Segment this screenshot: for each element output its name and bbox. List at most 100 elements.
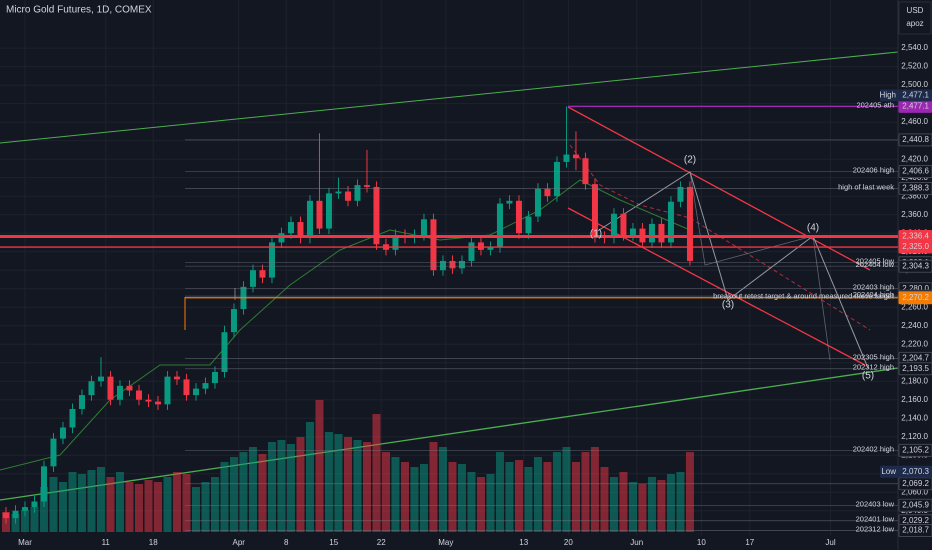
volume-bar bbox=[343, 437, 352, 532]
candle-body bbox=[154, 401, 161, 405]
volume-bar bbox=[419, 464, 428, 532]
candle-body bbox=[88, 381, 95, 396]
candle-body bbox=[50, 438, 57, 467]
volume-bar bbox=[296, 437, 305, 532]
candle-body bbox=[31, 501, 38, 508]
volume-bar bbox=[163, 477, 172, 532]
x-tick-label: 8 bbox=[284, 538, 289, 547]
volume-bar bbox=[134, 484, 143, 532]
volume-bar bbox=[391, 457, 400, 532]
wave-path bbox=[595, 171, 869, 369]
level-note: high of last week bbox=[838, 182, 894, 191]
y-tick-label: 2,140.0 bbox=[901, 413, 928, 422]
volume-bar bbox=[533, 457, 542, 532]
candle-body bbox=[458, 260, 465, 269]
candle-body bbox=[183, 379, 190, 396]
volume-bar bbox=[628, 482, 637, 532]
level-label-box bbox=[898, 477, 932, 491]
candle-body bbox=[344, 191, 351, 201]
currency-box[interactable] bbox=[898, 1, 932, 35]
x-tick-label: Jun bbox=[630, 538, 643, 547]
candle-body bbox=[21, 507, 28, 511]
level-label-box bbox=[898, 291, 932, 305]
volume-bar bbox=[324, 432, 333, 532]
volume-bar bbox=[448, 462, 457, 532]
level-label-box bbox=[898, 133, 932, 147]
candle-body bbox=[306, 200, 313, 238]
candle-body bbox=[420, 219, 427, 236]
level-note: 202405 low bbox=[856, 257, 895, 266]
candle-body bbox=[496, 203, 503, 248]
volume-bar bbox=[334, 434, 343, 532]
level-label-box bbox=[898, 165, 932, 179]
candle-body bbox=[677, 186, 684, 202]
volume-bar bbox=[267, 442, 276, 532]
level-label: 2,477.1 bbox=[902, 101, 929, 110]
level-note: 202403 high bbox=[853, 283, 894, 292]
volume-bar bbox=[144, 480, 153, 532]
level-note: 202403 low bbox=[856, 499, 895, 508]
y-tick-label: 2,540.0 bbox=[901, 43, 928, 52]
volume-bar bbox=[210, 477, 219, 532]
volume-bar bbox=[571, 462, 580, 532]
volume-bar bbox=[58, 482, 67, 532]
level-label: 2,029.2 bbox=[902, 516, 929, 525]
y-tick-label: 2,520.0 bbox=[901, 62, 928, 71]
channel-mid bbox=[569, 144, 871, 331]
volume-bar bbox=[514, 460, 523, 532]
x-tick-label: Apr bbox=[232, 538, 245, 547]
currency[interactable]: USD bbox=[907, 6, 924, 15]
candle-body bbox=[69, 408, 76, 428]
candle-body bbox=[135, 390, 142, 400]
marker-box bbox=[880, 89, 932, 102]
volume-bar bbox=[495, 452, 504, 532]
level-note: 202404 low bbox=[856, 260, 895, 269]
candle-body bbox=[686, 186, 693, 261]
level-label: 2,325.0 bbox=[902, 242, 929, 251]
level-label: 2,280.0 bbox=[902, 284, 929, 293]
candle-body bbox=[363, 185, 370, 187]
volume-bar bbox=[125, 482, 134, 532]
y-tick-label: 2,060.0 bbox=[901, 487, 928, 496]
wave-label: (4) bbox=[807, 223, 819, 234]
volume-bar bbox=[315, 400, 324, 532]
level-note: 202305 high bbox=[853, 352, 894, 361]
level-label: 2,440.8 bbox=[902, 135, 929, 144]
level-note: breakout retest target & around measured… bbox=[713, 292, 895, 301]
volume-bar bbox=[372, 414, 381, 532]
level-label: 2,388.3 bbox=[902, 184, 929, 193]
candle-body bbox=[534, 188, 541, 217]
candle-body bbox=[392, 235, 399, 250]
level-label-box bbox=[898, 498, 932, 512]
y-tick-label: 2,420.0 bbox=[901, 154, 928, 163]
candle-body bbox=[658, 223, 665, 243]
candle-body bbox=[591, 184, 598, 237]
y-tick-label: 2,160.0 bbox=[901, 395, 928, 404]
wave-label: (3) bbox=[722, 300, 734, 311]
candle-body bbox=[249, 270, 256, 287]
candle-body bbox=[192, 388, 199, 396]
y-tick-label: 2,180.0 bbox=[901, 376, 928, 385]
volume-bar bbox=[505, 462, 514, 532]
volume-bar bbox=[182, 474, 191, 532]
volume-bar bbox=[666, 474, 675, 532]
volume-bar bbox=[543, 462, 552, 532]
candle-body bbox=[525, 216, 532, 234]
lower-trendline bbox=[0, 367, 899, 501]
volume-bar bbox=[429, 442, 438, 532]
volume-bar bbox=[486, 474, 495, 532]
y-tick-label: 2,460.0 bbox=[901, 117, 928, 126]
volume-bar bbox=[400, 462, 409, 532]
user[interactable]: apoz bbox=[906, 19, 923, 28]
candle-body bbox=[629, 228, 636, 236]
candle-body bbox=[268, 242, 275, 278]
candle-body bbox=[335, 191, 342, 194]
chart-title: Micro Gold Futures, 1D, COMEX bbox=[6, 5, 152, 16]
candle-body bbox=[259, 270, 266, 278]
volume-bar bbox=[30, 507, 39, 532]
level-label: 2,018.7 bbox=[902, 526, 929, 535]
volume-bar bbox=[353, 440, 362, 532]
candle-body bbox=[107, 376, 114, 400]
x-tick-label: Jul bbox=[825, 538, 835, 547]
